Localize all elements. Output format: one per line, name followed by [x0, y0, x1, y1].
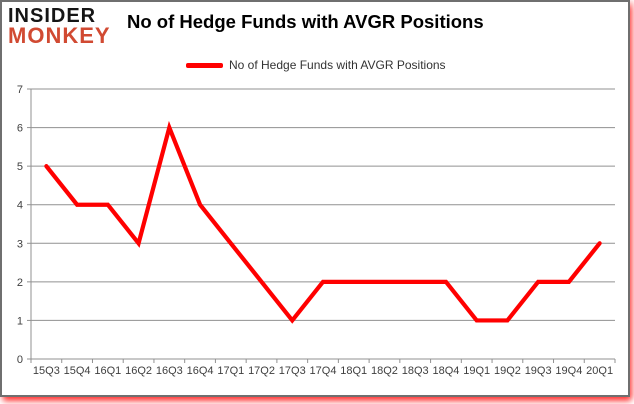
x-axis-label: 16Q1: [94, 365, 121, 377]
logo-insider-text: INSIDER: [8, 5, 97, 27]
x-axis-label: 15Q3: [33, 365, 60, 377]
x-axis-label: 19Q2: [494, 365, 521, 377]
x-axis-label: 18Q2: [371, 365, 398, 377]
x-axis-label: 20Q1: [586, 365, 613, 377]
x-axis-label: 18Q4: [432, 365, 459, 377]
x-axis-label: 19Q3: [525, 365, 552, 377]
x-axis-label: 16Q3: [156, 365, 183, 377]
x-axis-label: 16Q2: [125, 365, 152, 377]
y-axis-label: 2: [17, 277, 23, 289]
x-axis-label: 18Q3: [402, 365, 429, 377]
chart-title: No of Hedge Funds with AVGR Positions: [127, 11, 484, 32]
y-axis-label: 6: [17, 123, 23, 135]
data-line: [44, 120, 602, 324]
x-axis-label: 15Q4: [64, 365, 91, 377]
y-axis-label: 1: [17, 315, 23, 327]
logo-monkey-text: MONKEY: [8, 23, 111, 48]
x-axis-label: 17Q4: [310, 365, 337, 377]
chart-frame: 0 1 2 3 4 5 6 7 15Q3 15Q4 16Q1 16Q2 16Q3 16Q4 17Q1 17Q2…: [0, 0, 630, 397]
x-axis-label: 18Q1: [340, 365, 367, 377]
y-axis-label: 0: [17, 354, 23, 366]
x-axis-label: 16Q4: [187, 365, 214, 377]
x-axis-label: 19Q1: [463, 365, 490, 377]
insider-monkey-logo: INSIDER MONKEY: [8, 6, 111, 47]
x-axis-label: 19Q4: [555, 365, 582, 377]
legend-line-swatch-icon: [186, 62, 223, 68]
x-axis-label: 17Q1: [217, 365, 244, 377]
y-axis-label: 4: [17, 200, 23, 212]
legend-label: No of Hedge Funds with AVGR Positions: [229, 58, 446, 72]
y-axis-label: 5: [17, 161, 23, 173]
chart-legend: No of Hedge Funds with AVGR Positions: [186, 58, 446, 72]
x-axis-label: 17Q3: [279, 365, 306, 377]
y-axis-label: 7: [17, 84, 23, 96]
y-axis-label: 3: [17, 238, 23, 250]
x-axis-label: 17Q2: [248, 365, 275, 377]
